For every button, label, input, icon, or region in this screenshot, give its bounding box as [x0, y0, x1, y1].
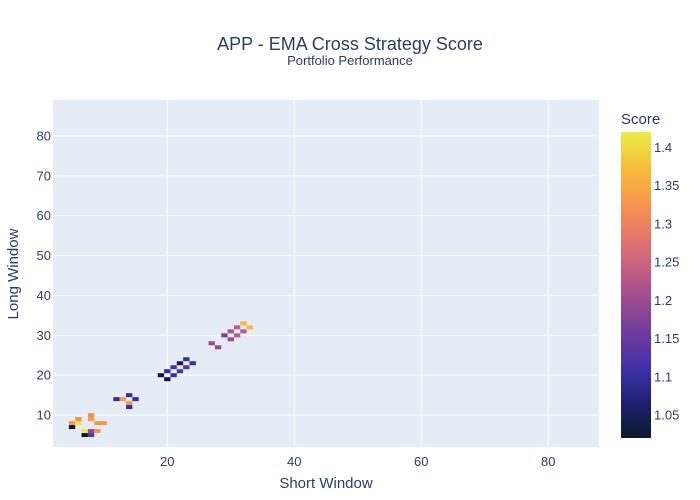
- x-tick-label: 20: [160, 454, 174, 469]
- heatmap-cell: [126, 401, 133, 406]
- heatmap-cell: [170, 365, 177, 370]
- colorbar-tick-label: 1.3: [654, 216, 672, 231]
- heatmap-cell: [221, 333, 228, 338]
- x-axis-label: Short Window: [279, 475, 373, 492]
- heatmap-cell: [227, 329, 234, 334]
- heatmap-cell: [164, 377, 171, 382]
- y-tick-label: 30: [37, 328, 51, 343]
- chart-subtitle: Portfolio Performance: [287, 53, 413, 68]
- colorbar: [621, 132, 651, 438]
- heatmap-cell: [75, 421, 82, 426]
- heatmap-cell: [240, 321, 247, 326]
- colorbar-tick-label: 1.15: [654, 331, 679, 346]
- heatmap-cell: [246, 325, 253, 330]
- heatmap-cell: [94, 421, 101, 426]
- heatmap-cell: [100, 421, 107, 426]
- colorbar-tick-label: 1.4: [654, 140, 672, 155]
- heatmap-cell: [183, 365, 190, 370]
- x-tick-label: 40: [287, 454, 301, 469]
- heatmap-cell: [233, 325, 241, 330]
- heatmap-cell: [94, 429, 101, 434]
- x-tick-label: 60: [414, 454, 428, 469]
- heatmap-cell: [87, 413, 95, 418]
- heatmap-cell: [126, 393, 133, 398]
- heatmap-cell: [113, 397, 120, 402]
- y-tick-label: 70: [37, 168, 51, 183]
- y-tick-label: 20: [37, 368, 51, 383]
- x-axis-ticks: 20 40 60 80: [160, 454, 555, 469]
- heatmap-cell: [157, 373, 165, 378]
- colorbar-tick-label: 1.1: [654, 369, 672, 384]
- heatmap-cell: [164, 369, 171, 374]
- colorbar-title: Score: [621, 111, 660, 128]
- y-tick-label: 50: [37, 248, 51, 263]
- chart-title: APP - EMA Cross Strategy Score: [217, 34, 483, 54]
- grid-layer: [53, 100, 599, 447]
- heatmap-cell: [81, 433, 88, 438]
- colorbar-ticks: 1.05 1.1 1.15 1.2 1.25 1.3 1.35 1.4: [654, 140, 679, 423]
- heatmap-cell: [87, 433, 95, 438]
- colorbar-tick-label: 1.25: [654, 255, 679, 270]
- heatmap-cell: [75, 417, 82, 422]
- heatmap-cell: [68, 421, 76, 426]
- heatmap-cell: [170, 373, 177, 378]
- heatmap-cell: [87, 417, 95, 422]
- heatmap-cell: [68, 425, 76, 430]
- colorbar-tick-label: 1.05: [654, 408, 679, 423]
- heatmap-cell: [132, 397, 139, 402]
- heatmap-cell: [119, 397, 127, 402]
- heatmap-cell: [227, 337, 234, 342]
- heatmap-cell: [81, 429, 88, 434]
- colorbar-tick-label: 1.35: [654, 178, 679, 193]
- heatmap-cell: [87, 429, 95, 434]
- y-axis-ticks: 10 20 30 40 50 60 70 80: [37, 128, 51, 422]
- y-axis-label: Long Window: [5, 228, 22, 319]
- heatmap-cell: [126, 405, 133, 410]
- plot-area: [53, 100, 599, 447]
- y-tick-label: 40: [37, 288, 51, 303]
- heatmap-cell: [240, 329, 247, 334]
- x-tick-label: 80: [541, 454, 555, 469]
- heatmap-cell: [176, 369, 184, 374]
- heatmap-cell: [233, 333, 241, 338]
- heatmap-cell: [214, 345, 222, 350]
- y-tick-label: 60: [37, 208, 51, 223]
- colorbar-tick-label: 1.2: [654, 293, 672, 308]
- heatmap-cell: [183, 357, 190, 362]
- heatmap-cell: [176, 361, 184, 366]
- y-tick-label: 80: [37, 128, 51, 143]
- heatmap-cell: [189, 361, 196, 366]
- y-tick-label: 10: [37, 408, 51, 423]
- heatmap-cells: [68, 321, 253, 438]
- heatmap-cell: [208, 341, 215, 346]
